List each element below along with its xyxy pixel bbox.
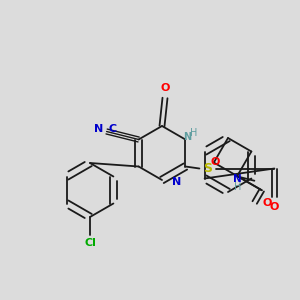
Text: C: C <box>109 124 117 134</box>
Text: H: H <box>190 128 197 139</box>
Text: N: N <box>183 133 191 142</box>
Text: O: O <box>160 83 170 93</box>
Text: H: H <box>233 182 241 192</box>
Text: O: O <box>210 157 220 166</box>
Text: S: S <box>203 162 212 175</box>
Text: N: N <box>172 177 181 187</box>
Text: O: O <box>263 197 272 208</box>
Text: N: N <box>94 124 103 134</box>
Text: Cl: Cl <box>84 238 96 248</box>
Text: N: N <box>233 174 242 184</box>
Text: O: O <box>270 202 279 212</box>
